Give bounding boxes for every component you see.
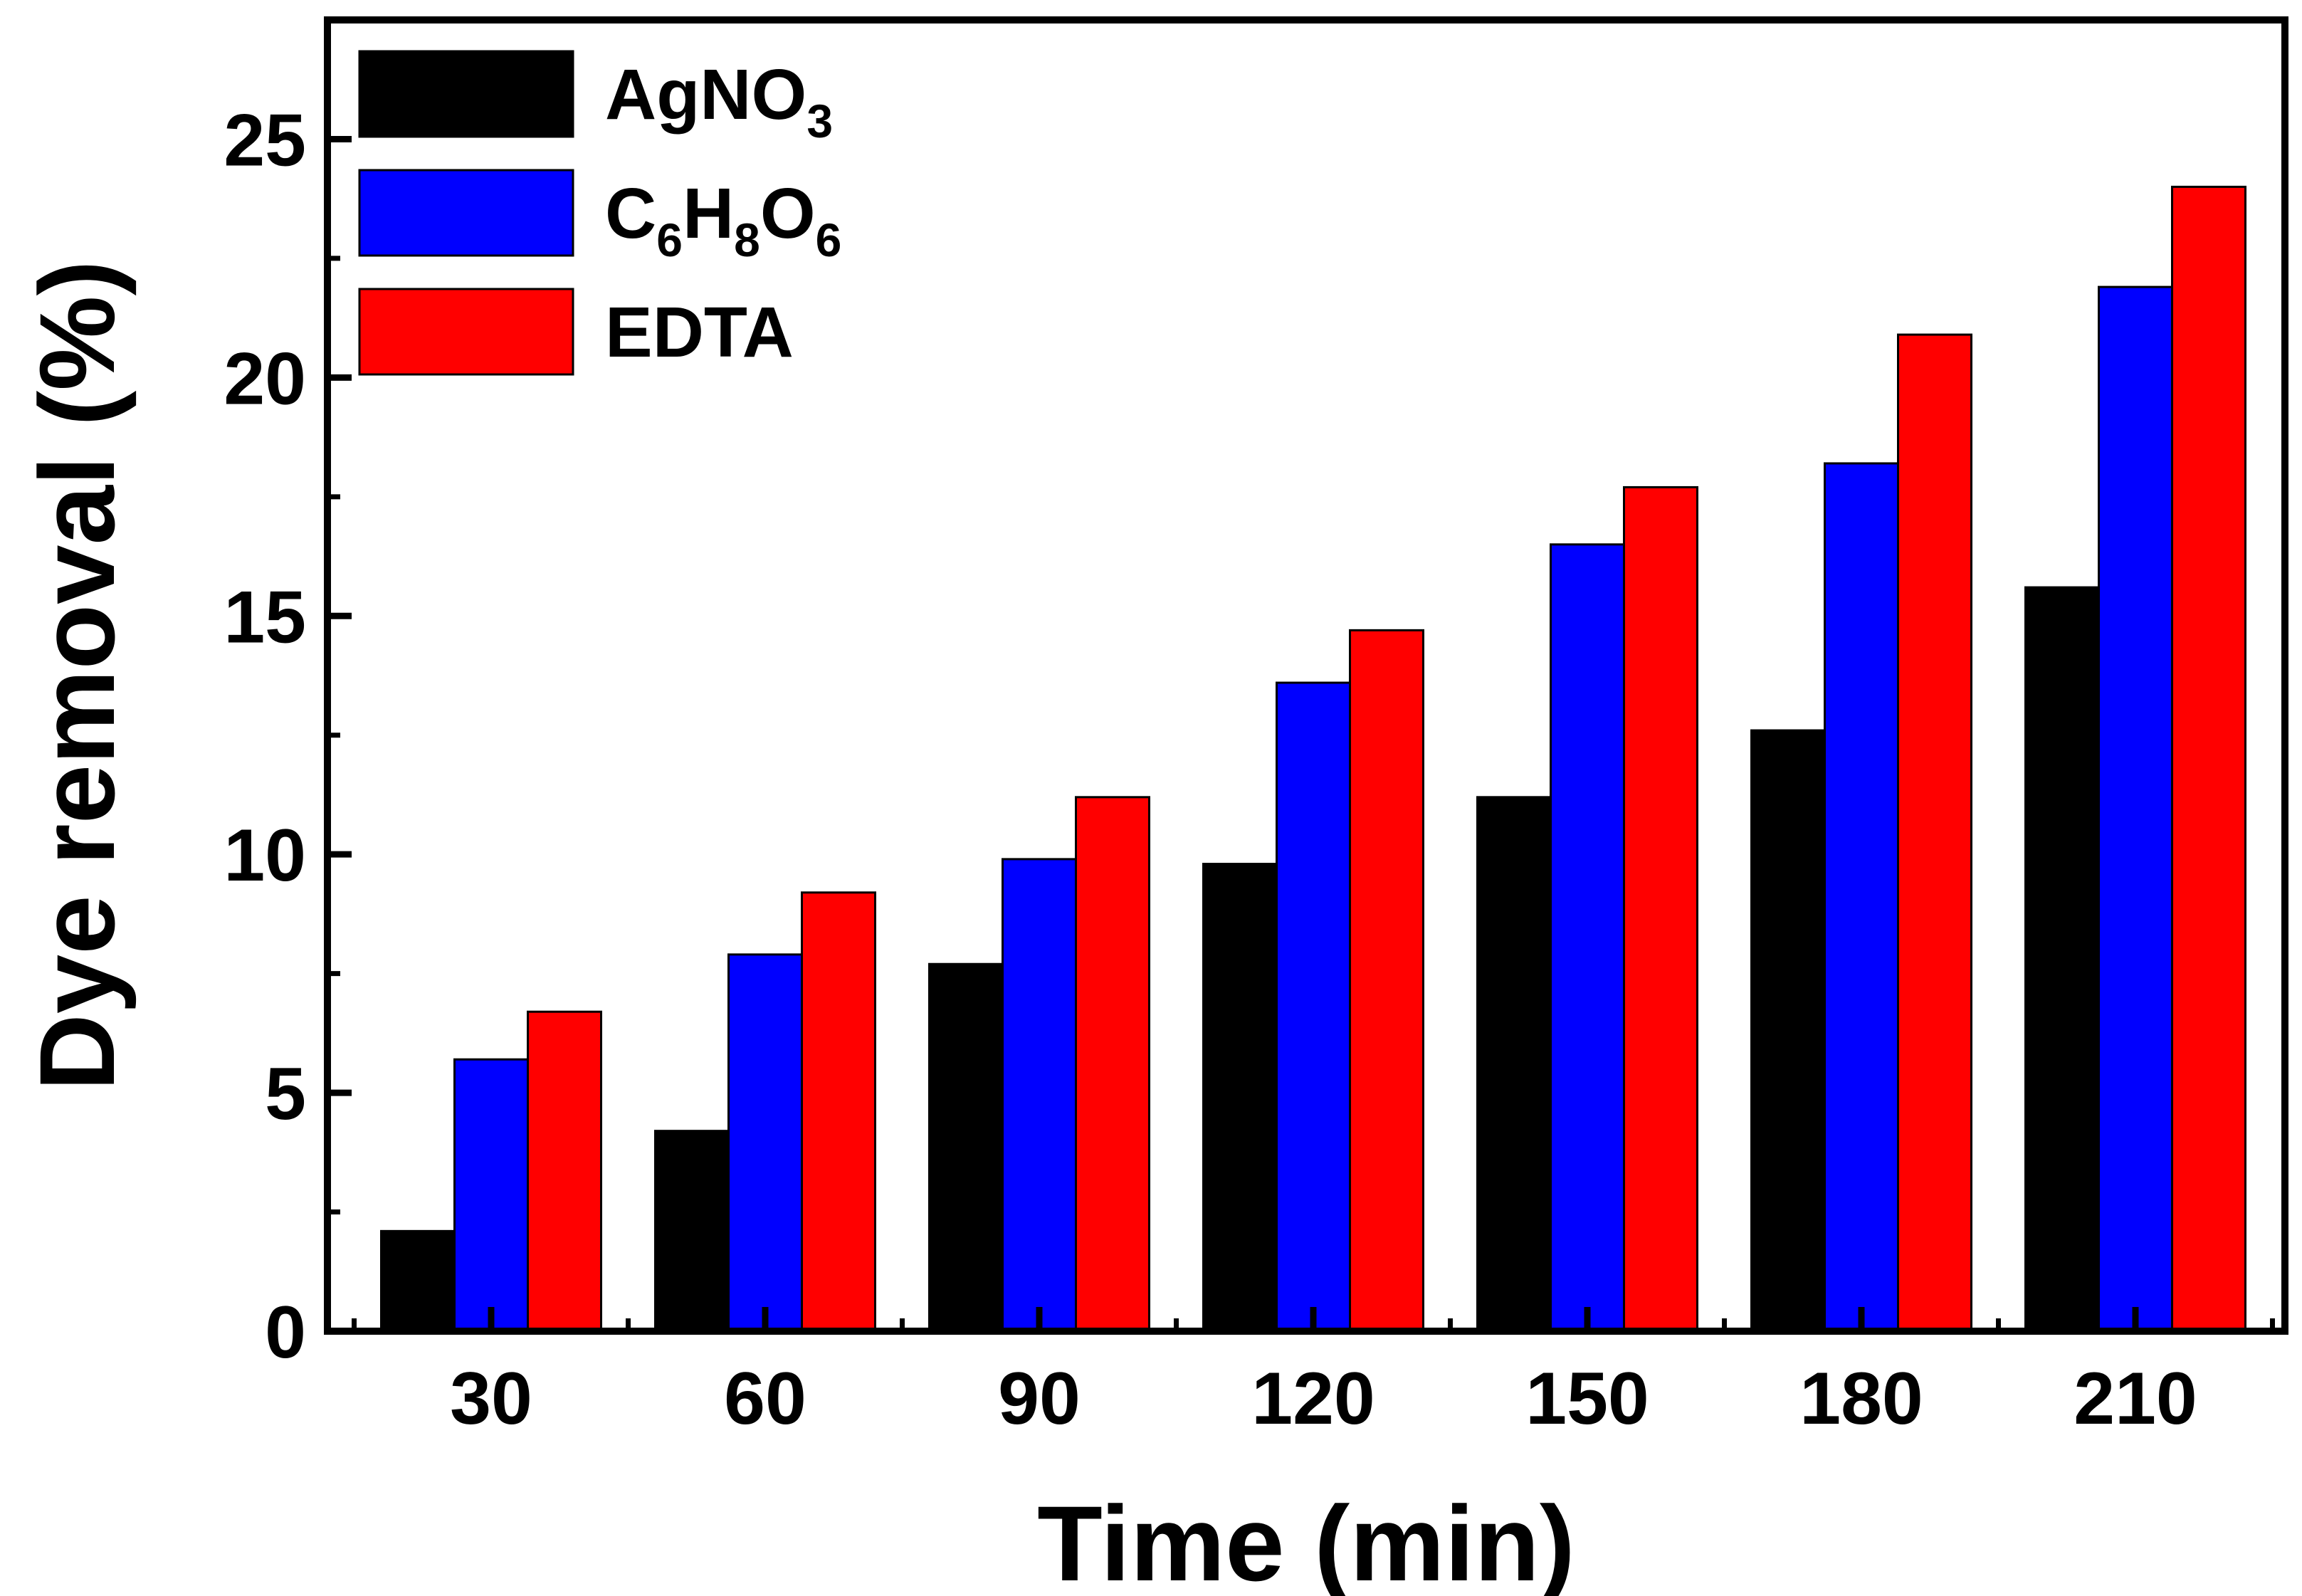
bar-edta-30 [527, 1010, 602, 1333]
bar-agno3-150 [1476, 796, 1552, 1333]
legend-label-agno3: AgNO3 [605, 55, 833, 147]
x-tick-label: 150 [1525, 1358, 1649, 1440]
bar-edta-90 [1075, 796, 1150, 1333]
y-axis-title: Dye removal (%) [17, 260, 137, 1091]
bar-agno3-180 [1750, 729, 1826, 1333]
x-tick-label: 90 [998, 1358, 1081, 1440]
bars-layer [380, 185, 2246, 1333]
bar-c6h8o6-120 [1276, 681, 1351, 1333]
x-tick-label: 60 [724, 1358, 806, 1440]
legend-label-c6h8o6: C6H8O6 [605, 174, 841, 266]
bar-agno3-120 [1202, 863, 1278, 1333]
bar-edta-120 [1349, 629, 1424, 1333]
bar-agno3-210 [2024, 586, 2100, 1333]
bar-c6h8o6-90 [1002, 858, 1077, 1333]
y-tick-label: 0 [265, 1291, 306, 1374]
legend-swatch-c6h8o6 [358, 169, 574, 257]
x-axis-title: Time (min) [1037, 1484, 1575, 1596]
x-tick-label: 210 [2074, 1358, 2197, 1440]
x-tick-label: 180 [1799, 1358, 1923, 1440]
legend-swatch-edta [358, 288, 574, 376]
y-tick-label: 10 [224, 814, 306, 897]
y-tick-label: 15 [224, 576, 306, 658]
bar-c6h8o6-30 [453, 1058, 529, 1333]
bar-c6h8o6-210 [2098, 285, 2173, 1333]
bar-edta-210 [2171, 185, 2246, 1333]
bar-edta-180 [1897, 333, 1972, 1333]
y-tick-label: 5 [265, 1053, 306, 1135]
x-tick-label: 30 [450, 1358, 532, 1440]
y-tick-label: 25 [224, 99, 306, 182]
bar-agno3-90 [928, 962, 1004, 1333]
legend-swatch-agno3 [358, 50, 574, 138]
x-tick-label: 120 [1251, 1358, 1375, 1440]
bar-edta-150 [1623, 485, 1698, 1333]
legend: AgNO3 C6H8O6 EDTA [358, 50, 841, 376]
y-tick-label: 20 [224, 337, 306, 420]
bar-agno3-30 [380, 1229, 456, 1333]
plot-frame [324, 16, 2288, 1335]
legend-label-edta: EDTA [605, 293, 794, 372]
bar-c6h8o6-180 [1824, 462, 1899, 1333]
bar-c6h8o6-150 [1550, 543, 1625, 1333]
bar-edta-60 [801, 891, 876, 1333]
ticks-layer: 0 5 10 15 20 25 30 60 90 120 150 180 210 [224, 99, 2275, 1440]
bar-agno3-60 [654, 1130, 730, 1333]
bar-c6h8o6-60 [727, 953, 803, 1333]
